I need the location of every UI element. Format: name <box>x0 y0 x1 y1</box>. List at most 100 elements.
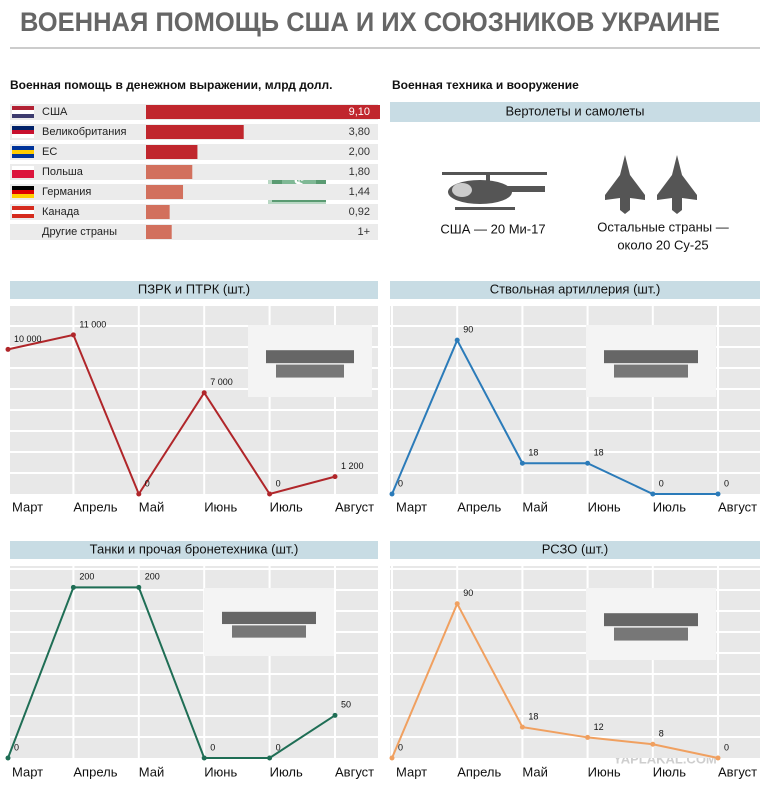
category-label: Другие страны <box>42 226 117 238</box>
flag <box>12 154 34 158</box>
value-label: 2,00 <box>349 146 370 158</box>
equipment-subtitle: Вертолеты и самолеты <box>505 103 644 118</box>
flag <box>12 174 34 178</box>
point <box>454 601 460 607</box>
value-label: 18 <box>594 448 604 458</box>
category-label: Великобритания <box>42 126 127 138</box>
helicopter-icon <box>442 172 547 210</box>
jet-icons <box>605 155 697 214</box>
equipment-header <box>390 102 760 122</box>
caption: США — 20 Ми-17 <box>440 221 545 236</box>
point <box>585 734 591 740</box>
point <box>267 755 273 761</box>
x-tick-label: Апрель <box>73 764 117 779</box>
value-label: 0 <box>210 742 215 752</box>
line <box>391 337 718 495</box>
point <box>70 584 76 590</box>
flag <box>12 114 34 118</box>
x-tick-label: Август <box>718 764 757 779</box>
value-label: 90 <box>463 588 473 598</box>
x-tick-label: Июль <box>270 764 303 779</box>
value-label: 0 <box>659 478 664 488</box>
chart-title: РСЗО (шт.) <box>542 541 608 556</box>
caption: Остальные страны — <box>597 219 728 234</box>
bar <box>146 185 184 199</box>
value-label: 200 <box>79 572 94 582</box>
point <box>389 491 395 497</box>
chart-title: ПЗРК и ПТРК (шт.) <box>138 281 250 296</box>
x-tick-label: Март <box>396 499 427 514</box>
point <box>5 346 11 352</box>
x-tick-label: Март <box>396 764 427 779</box>
value-label: 0 <box>398 478 403 488</box>
category-label: США <box>42 106 68 118</box>
value-label: 1,80 <box>349 166 370 178</box>
value-label: 12 <box>594 722 604 732</box>
point <box>267 491 273 497</box>
weapon-icon <box>266 350 354 364</box>
panel-header <box>390 281 760 299</box>
panel-header <box>10 541 378 559</box>
value-label: 10 000 <box>14 334 42 344</box>
flag <box>12 150 34 154</box>
chart-title: Ствольная артиллерия (шт.) <box>490 281 661 296</box>
value-label: 11 000 <box>79 319 106 329</box>
flag <box>12 106 34 110</box>
flag <box>12 146 34 150</box>
value-label: 0,92 <box>349 206 370 218</box>
weapon-icon <box>232 625 306 638</box>
weapon-icon <box>614 627 688 641</box>
point <box>136 584 142 590</box>
point <box>389 755 395 761</box>
flag <box>12 194 34 198</box>
bar <box>146 145 198 159</box>
bar <box>146 165 193 179</box>
x-tick-label: Июнь <box>588 764 621 779</box>
value-label: 18 <box>528 448 538 458</box>
flag <box>12 134 34 138</box>
row-background <box>10 184 378 200</box>
bar <box>146 125 244 139</box>
weapon-icon <box>604 613 698 627</box>
value-label: 0 <box>14 742 19 752</box>
flag <box>12 130 34 134</box>
point <box>201 755 207 761</box>
category-label: Германия <box>42 186 91 198</box>
flag <box>12 210 34 214</box>
bar-chart-title: Военная помощь в денежном выражении, млр… <box>10 78 332 92</box>
x-tick-label: Апрель <box>457 764 501 779</box>
x-tick-label: Март <box>12 764 43 779</box>
chart-title: Танки и прочая бронетехника (шт.) <box>90 541 299 556</box>
weapon-icon <box>276 364 344 378</box>
point <box>70 332 76 338</box>
point <box>650 491 656 497</box>
weapon-icon <box>614 364 688 378</box>
point <box>136 491 142 497</box>
point <box>201 390 207 396</box>
point <box>519 460 525 466</box>
x-tick-label: Май <box>522 499 547 514</box>
weapon-icon <box>222 611 316 625</box>
line <box>7 333 336 497</box>
x-tick-label: Август <box>335 499 374 514</box>
value-label: 0 <box>724 742 729 752</box>
category-label: ЕС <box>42 146 57 158</box>
panel-header <box>10 281 378 299</box>
bar <box>146 105 380 119</box>
point <box>715 491 721 497</box>
x-tick-label: Июнь <box>204 499 237 514</box>
x-tick-label: Август <box>718 499 757 514</box>
value-label: 3,80 <box>349 126 370 138</box>
point <box>454 337 460 343</box>
flag <box>12 170 34 174</box>
flag <box>12 186 34 190</box>
x-tick-label: Март <box>12 499 43 514</box>
point <box>519 724 525 730</box>
point <box>332 712 338 718</box>
caption: около 20 Су-25 <box>617 237 708 252</box>
flag <box>12 126 34 130</box>
x-tick-label: Июнь <box>588 499 621 514</box>
value-label: 0 <box>724 478 729 488</box>
dollar-sign: $ <box>294 174 304 194</box>
